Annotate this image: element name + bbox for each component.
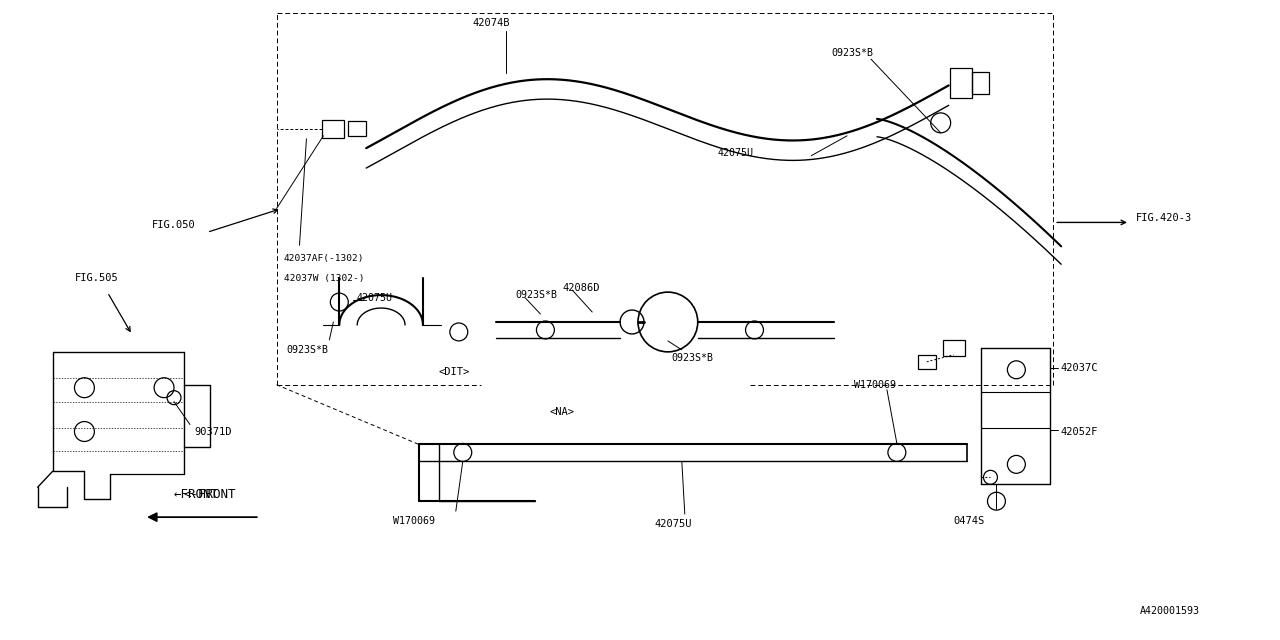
Text: 42074B: 42074B [472,19,511,28]
Text: 0923S*B: 0923S*B [831,48,873,58]
Text: 0923S*B: 0923S*B [672,353,714,363]
Text: 42075U: 42075U [655,519,692,529]
Bar [942,340,965,356]
Text: <NA>: <NA> [550,406,575,417]
Text: 0923S*B: 0923S*B [516,290,558,300]
Text: 42086D: 42086D [562,283,600,293]
Text: <-FRONT: <-FRONT [184,488,237,500]
Text: 42037C: 42037C [1060,363,1098,372]
Text: W170069: W170069 [393,516,435,526]
Bar [950,68,972,98]
Text: ←FRONT: ←FRONT [174,488,219,500]
Text: W170069: W170069 [854,380,896,390]
Text: FIG.420-3: FIG.420-3 [1135,214,1192,223]
Text: 42037W (1302-): 42037W (1302-) [284,274,364,283]
Bar [348,122,366,136]
Text: 0474S: 0474S [954,516,984,526]
Text: 42037AF(-1302): 42037AF(-1302) [284,254,364,263]
Text: 90371D: 90371D [195,426,232,436]
Bar [972,72,989,94]
Bar [918,355,936,369]
Text: 42052F: 42052F [1060,426,1098,436]
Text: <DIT>: <DIT> [439,367,470,377]
Text: FIG.505: FIG.505 [74,273,118,283]
Text: 0923S*B: 0923S*B [287,345,329,355]
Bar [323,120,344,138]
Text: 42075U: 42075U [356,293,392,303]
Text: A420001593: A420001593 [1139,605,1199,616]
Text: FIG.050: FIG.050 [152,220,196,230]
Text: 42075U: 42075U [718,148,754,157]
